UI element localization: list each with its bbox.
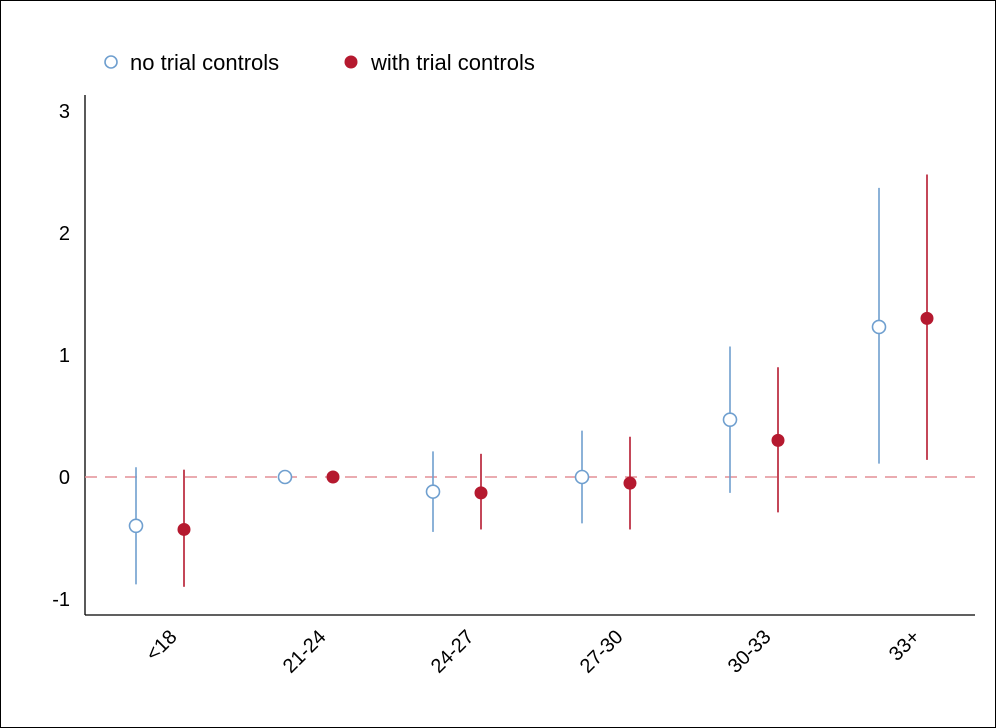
x-tick-label: 21-24	[279, 626, 331, 678]
x-tick-label: <18	[142, 626, 182, 666]
legend-marker-no-trial-controls	[104, 55, 118, 69]
point-no-trial-controls	[425, 484, 441, 499]
y-tick-label: 2	[59, 223, 70, 245]
point-with-trial-controls	[177, 522, 191, 536]
x-tick-label: 27-30	[576, 626, 628, 678]
data-marks	[128, 174, 934, 587]
point-no-trial-controls	[574, 469, 590, 485]
x-tick-labels: <18 21-24 24-27 27-30 30-33 33+	[142, 626, 925, 678]
point-no-trial-controls	[128, 518, 144, 534]
axes	[84, 95, 975, 616]
y-tick-label: -1	[52, 589, 70, 611]
point-with-trial-controls	[623, 476, 637, 490]
legend-label-with-trial-controls: with trial controls	[370, 50, 535, 75]
y-tick-label: 1	[59, 345, 70, 367]
y-tick-labels: -1 0 1 2 3	[52, 101, 70, 611]
y-tick-label: 0	[59, 467, 70, 489]
point-no-trial-controls	[722, 412, 738, 427]
x-tick-label: 24-27	[427, 626, 479, 678]
point-with-trial-controls	[771, 433, 785, 447]
point-with-trial-controls	[474, 486, 488, 500]
y-tick-label: 3	[59, 101, 70, 123]
legend-label-no-trial-controls: no trial controls	[130, 50, 279, 75]
legend-marker-with-trial-controls	[344, 55, 358, 69]
x-tick-label: 30-33	[724, 626, 776, 678]
x-tick-label: 33+	[885, 626, 925, 666]
point-with-trial-controls	[920, 311, 934, 325]
point-with-trial-controls	[326, 470, 340, 484]
point-no-trial-controls	[871, 319, 887, 335]
legend: no trial controls with trial controls	[104, 50, 535, 75]
point-no-trial-controls	[277, 469, 293, 485]
